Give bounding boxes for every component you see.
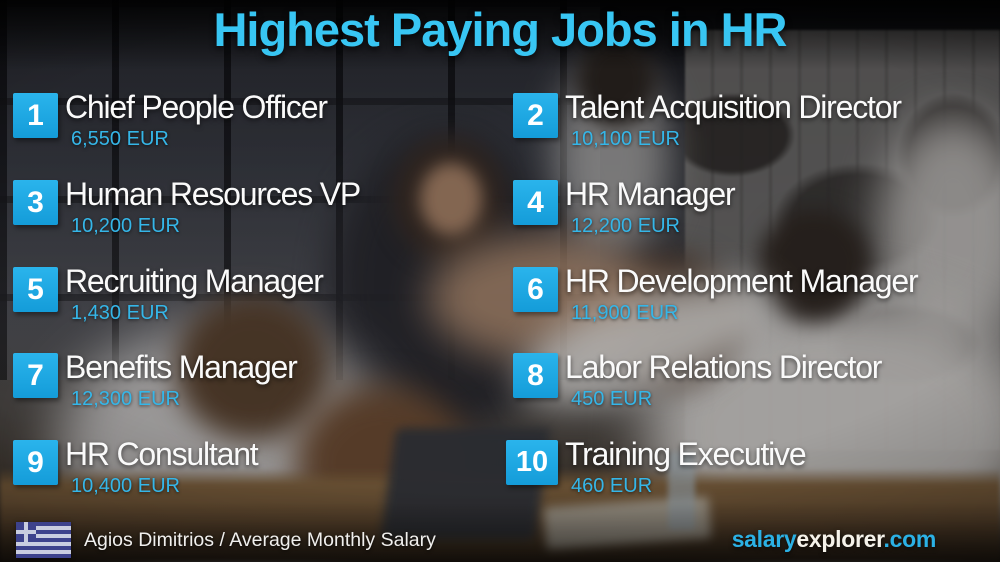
job-title: HR Development Manager (565, 263, 919, 299)
job-entry-2: 2 Talent Acquisition Director 10,100 EUR (513, 89, 902, 150)
job-entry-8: 8 Labor Relations Director 450 EUR (513, 349, 882, 410)
job-entry-9: 9 HR Consultant 10,400 EUR (13, 436, 259, 497)
job-salary: 11,900 EUR (571, 302, 679, 324)
job-title: Talent Acquisition Director (565, 89, 902, 125)
rank-badge: 8 (513, 353, 558, 398)
rank-badge: 3 (13, 180, 58, 225)
job-salary: 450 EUR (571, 388, 653, 410)
job-entry-4: 4 HR Manager 12,200 EUR (513, 176, 736, 237)
job-salary: 6,550 EUR (71, 128, 169, 150)
rank-badge: 6 (513, 267, 558, 312)
job-title: Human Resources VP (65, 176, 361, 212)
rank-badge: 9 (13, 440, 58, 485)
job-title: HR Manager (565, 176, 736, 212)
rank-badge: 10 (506, 440, 558, 485)
job-title: Training Executive (565, 436, 807, 472)
brand-part-com: .com (883, 526, 937, 552)
job-title: Chief People Officer (65, 89, 328, 125)
brand-watermark: salaryexplorer.com (731, 526, 937, 553)
photo-shape-head (393, 138, 505, 260)
job-salary: 1,430 EUR (71, 302, 169, 324)
job-salary: 10,400 EUR (71, 475, 180, 497)
flag-cross (16, 530, 36, 534)
rank-badge: 5 (13, 267, 58, 312)
brand-part-salary: salary (731, 526, 797, 552)
job-salary: 12,300 EUR (71, 388, 180, 410)
rank-badge: 7 (13, 353, 58, 398)
job-title: Benefits Manager (65, 349, 298, 385)
job-salary: 10,200 EUR (71, 215, 180, 237)
job-salary: 10,100 EUR (571, 128, 680, 150)
paper-shape (543, 496, 712, 550)
job-salary: 460 EUR (571, 475, 653, 497)
job-salary: 12,200 EUR (571, 215, 680, 237)
brand-part-explorer: explorer (796, 526, 884, 552)
job-entry-10: 10 Training Executive 460 EUR (506, 436, 807, 497)
page-title: Highest Paying Jobs in HR (213, 3, 787, 56)
job-entry-1: 1 Chief People Officer 6,550 EUR (13, 89, 328, 150)
photo-shape-head (295, 385, 470, 540)
job-entry-5: 5 Recruiting Manager 1,430 EUR (13, 263, 324, 324)
job-title: HR Consultant (65, 436, 259, 472)
photo-shape-face (420, 163, 482, 235)
rank-badge: 4 (513, 180, 558, 225)
job-entry-7: 7 Benefits Manager 12,300 EUR (13, 349, 298, 410)
greece-flag-icon (16, 522, 71, 558)
footer-caption: Agios Dimitrios / Average Monthly Salary (84, 529, 436, 551)
job-title: Recruiting Manager (65, 263, 324, 299)
rank-badge: 2 (513, 93, 558, 138)
photo-shape-person (645, 295, 1000, 562)
job-entry-3: 3 Human Resources VP 10,200 EUR (13, 176, 361, 237)
job-entry-6: 6 HR Development Manager 11,900 EUR (513, 263, 919, 324)
job-title: Labor Relations Director (565, 349, 882, 385)
rank-badge: 1 (13, 93, 58, 138)
